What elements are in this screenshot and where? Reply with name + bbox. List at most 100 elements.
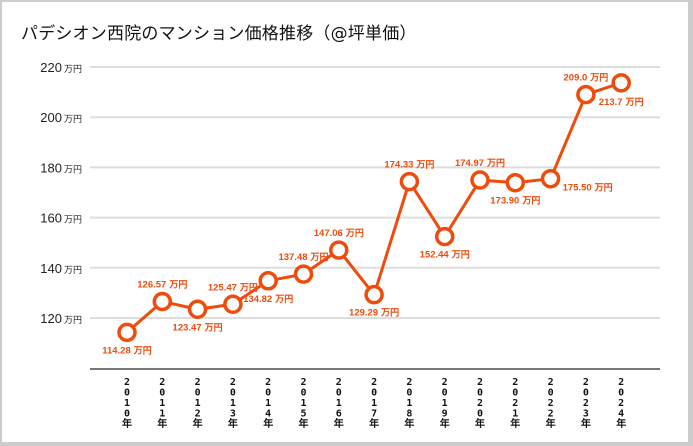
data-point — [187, 299, 208, 320]
x-tick-char: 2 — [195, 377, 201, 388]
gridlines — [90, 66, 660, 319]
x-tick-char: 0 — [336, 388, 342, 399]
x-tick-char: 2 — [618, 398, 624, 409]
x-tick-char: 1 — [371, 398, 377, 409]
data-point — [117, 322, 137, 343]
data-label: 173.90 万円 — [490, 196, 540, 207]
y-tick-value: 200 — [40, 110, 62, 125]
data-label: 134.82 万円 — [243, 294, 293, 305]
x-tick-char: 0 — [442, 388, 448, 399]
x-tick-char: 0 — [124, 388, 130, 399]
x-tick-char: 6 — [336, 409, 342, 420]
data-label: 137.48 万円 — [278, 252, 328, 263]
x-tick-char: 0 — [583, 388, 589, 399]
data-label: 125.47 万円 — [208, 282, 258, 293]
x-tick-char: 2 — [477, 377, 483, 388]
x-tick-char: 3 — [583, 409, 589, 420]
x-tick-char: 2 — [548, 398, 554, 409]
x-tick-char: 0 — [124, 409, 130, 420]
x-tick-char: 年 — [193, 417, 203, 430]
x-tick-char: 2 — [618, 377, 624, 388]
x-tick-char: 2 — [371, 377, 377, 388]
x-tick-char: 2 — [124, 377, 130, 388]
x-tick-char: 2 — [548, 409, 554, 420]
x-tick-char: 2 — [265, 377, 271, 388]
data-label: 174.97 万円 — [455, 158, 505, 169]
x-tick-char: 年 — [369, 417, 379, 430]
x-tick-char: 1 — [442, 398, 448, 409]
x-tick-char: 9 — [442, 409, 448, 420]
x-tick-char: 4 — [618, 409, 624, 420]
data-label-unit: 万円 — [415, 160, 434, 171]
data-label: 123.47 万円 — [173, 322, 223, 333]
data-label-value: 137.48 — [278, 252, 307, 263]
data-point — [540, 168, 561, 189]
x-tick-char: 0 — [548, 388, 554, 399]
x-tick-char: 2 — [336, 377, 342, 388]
x-tick-char: 2 — [159, 377, 165, 388]
data-label-value: 129.29 — [349, 308, 378, 319]
data-point — [611, 73, 631, 93]
data-label-value: 126.57 — [137, 280, 166, 291]
data-label-unit: 万円 — [168, 280, 187, 291]
x-tick-char: 年 — [334, 417, 344, 430]
data-point — [293, 264, 314, 284]
x-tick-char: 1 — [159, 409, 165, 420]
x-tick-char: 5 — [300, 409, 306, 420]
data-label-unit: 万円 — [310, 252, 329, 263]
x-tick-char: 1 — [159, 398, 165, 409]
x-tick-char: 年 — [122, 417, 132, 430]
x-tick-char: 年 — [263, 417, 273, 430]
x-tick-char: 年 — [581, 417, 591, 430]
y-tick-value: 220 — [40, 60, 62, 75]
data-label-unit: 万円 — [521, 196, 540, 207]
y-tick-label: 180 万円 — [40, 160, 82, 175]
x-tick-char: 2 — [512, 377, 518, 388]
data-label-value: 173.90 — [490, 196, 519, 207]
y-tick-value: 180 — [40, 160, 62, 175]
data-label-unit: 万円 — [380, 308, 399, 319]
x-tick-char: 0 — [618, 388, 624, 399]
y-tick-label: 160 万円 — [40, 211, 82, 226]
x-tick-char: 年 — [299, 417, 309, 430]
x-tick-char: 2 — [548, 377, 554, 388]
x-tick-char: 0 — [406, 388, 412, 399]
data-label: 213.7 万円 — [599, 97, 644, 108]
data-label: 209.0 万円 — [564, 73, 609, 84]
data-point — [505, 172, 526, 193]
data-label-value: 152.44 — [420, 250, 450, 261]
y-tick-label: 140 万円 — [40, 261, 82, 276]
data-label-value: 209.0 — [564, 73, 588, 84]
x-tick-char: 7 — [371, 409, 377, 420]
data-point — [399, 171, 420, 192]
data-label: 147.06 万円 — [314, 228, 364, 239]
x-tick-char: 0 — [300, 388, 306, 399]
data-label-value: 174.97 — [455, 158, 484, 169]
x-tick-char: 1 — [512, 409, 518, 420]
x-tick-char: 1 — [124, 398, 130, 409]
data-point — [329, 240, 349, 260]
x-tick-char: 2 — [406, 377, 412, 388]
y-tick-value: 140 — [40, 261, 62, 276]
x-tick-char: 0 — [195, 388, 201, 399]
data-label-unit: 万円 — [345, 228, 364, 239]
y-tick-unit: 万円 — [64, 215, 82, 226]
y-tick-unit: 万円 — [64, 315, 82, 326]
x-axis: 2010年2011年2012年2013年2014年2015年2016年2017年… — [122, 377, 626, 430]
data-label-value: 125.47 — [208, 282, 237, 293]
x-tick-char: 年 — [616, 417, 626, 430]
data-label-unit: 万円 — [589, 73, 608, 84]
y-tick-value: 120 — [40, 311, 62, 326]
x-tick-char: 年 — [546, 417, 556, 430]
x-tick-char: 1 — [406, 398, 412, 409]
y-tick-unit: 万円 — [64, 265, 82, 276]
